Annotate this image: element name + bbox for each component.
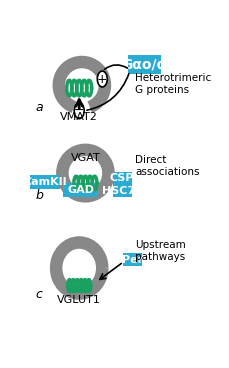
FancyBboxPatch shape — [123, 253, 142, 266]
Text: VGLUT1: VGLUT1 — [57, 295, 101, 305]
Text: Heterotrimeric
G proteins: Heterotrimeric G proteins — [135, 73, 211, 95]
Text: GAD: GAD — [67, 185, 94, 195]
Text: Direct
associations: Direct associations — [135, 155, 200, 177]
Text: VGAT: VGAT — [71, 153, 100, 163]
Circle shape — [74, 103, 84, 119]
FancyBboxPatch shape — [113, 184, 132, 197]
Text: +: + — [97, 72, 108, 85]
Text: b: b — [36, 189, 44, 202]
Text: CamKII: CamKII — [23, 177, 67, 187]
FancyBboxPatch shape — [63, 183, 98, 197]
Text: c: c — [36, 289, 43, 301]
FancyBboxPatch shape — [113, 172, 132, 185]
Text: −: − — [74, 104, 85, 117]
Text: Per: Per — [122, 255, 143, 265]
FancyBboxPatch shape — [30, 176, 60, 189]
Text: Gαo/q: Gαo/q — [122, 58, 167, 72]
Text: HSC70: HSC70 — [102, 186, 143, 196]
Text: a: a — [36, 101, 43, 114]
Text: CSP: CSP — [110, 173, 134, 184]
Text: Upstream
pathways: Upstream pathways — [135, 240, 186, 262]
FancyBboxPatch shape — [128, 55, 161, 74]
Circle shape — [97, 71, 107, 87]
Text: VMAT2: VMAT2 — [60, 112, 98, 122]
